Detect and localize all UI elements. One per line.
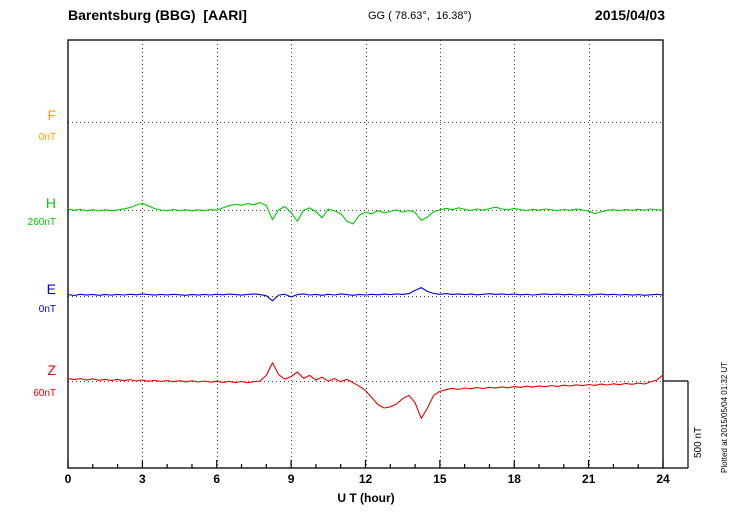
trace-Z (67, 362, 664, 419)
plot-date: 2015/04/03 (594, 7, 665, 23)
x-tick-label: 6 (213, 472, 221, 486)
scale-bar-label: 500 nT (693, 426, 704, 458)
x-tick-label: 15 (433, 472, 447, 486)
series-baseline-h: 260nT (27, 217, 56, 228)
trace-H (67, 201, 664, 225)
series-baseline-f: 0nT (38, 132, 56, 143)
x-tick-label: 9 (287, 472, 295, 486)
x-tick-label: 18 (507, 472, 521, 486)
x-tick-label: 12 (358, 472, 373, 486)
trace-E (67, 287, 664, 302)
station-title: Barentsburg (BBG) [AARI] (68, 7, 247, 23)
x-tick-label: 21 (581, 472, 596, 486)
plot-frame (67, 39, 664, 469)
series-label-h: H (45, 195, 56, 211)
x-axis-label: U T (hour) (337, 491, 395, 505)
x-tick-label: 24 (656, 472, 670, 486)
series-baseline-z: 60nT (33, 388, 56, 399)
series-label-e: E (46, 281, 56, 297)
series-baseline-e: 0nT (38, 304, 56, 315)
series-label-f: F (47, 107, 56, 123)
x-tick-label: 0 (64, 472, 72, 486)
station-coordinates: GG ( 78.63°, 16.38°) (368, 10, 472, 22)
series-label-z: Z (47, 362, 56, 378)
x-tick-label: 3 (139, 472, 146, 486)
plotted-at-note: Plotted at 2015/05/04 01:32 UT (720, 361, 729, 473)
